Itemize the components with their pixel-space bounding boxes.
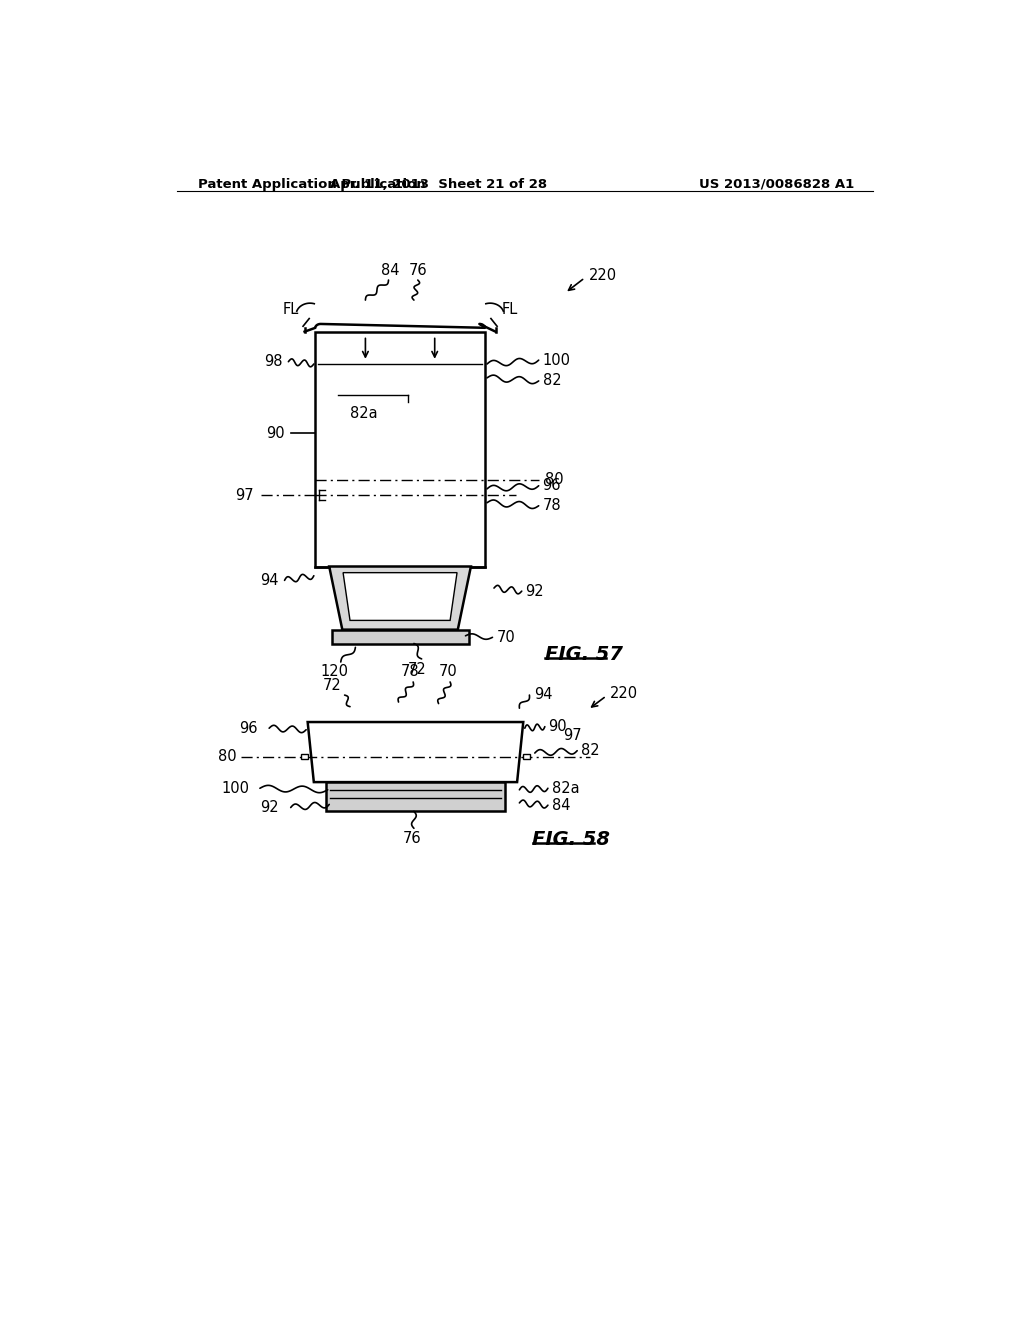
Polygon shape bbox=[343, 573, 457, 620]
Text: 96: 96 bbox=[543, 478, 561, 494]
Bar bbox=[301, 754, 307, 759]
Text: 82a: 82a bbox=[350, 405, 378, 421]
Text: 80: 80 bbox=[545, 473, 563, 487]
Text: 100: 100 bbox=[543, 352, 570, 368]
Text: 92: 92 bbox=[260, 800, 280, 814]
Text: 94: 94 bbox=[535, 686, 553, 702]
Text: 100: 100 bbox=[222, 780, 250, 796]
Text: 98: 98 bbox=[264, 354, 283, 370]
Text: Apr. 11, 2013  Sheet 21 of 28: Apr. 11, 2013 Sheet 21 of 28 bbox=[330, 178, 547, 190]
Text: 84: 84 bbox=[381, 263, 399, 277]
Text: 72: 72 bbox=[323, 677, 342, 693]
Polygon shape bbox=[326, 781, 505, 812]
Text: 84: 84 bbox=[552, 797, 570, 813]
Text: FL: FL bbox=[502, 302, 518, 317]
Text: US 2013/0086828 A1: US 2013/0086828 A1 bbox=[699, 178, 854, 190]
Text: 78: 78 bbox=[400, 664, 420, 678]
Text: 72: 72 bbox=[408, 663, 426, 677]
Polygon shape bbox=[330, 566, 471, 630]
Text: 97: 97 bbox=[563, 727, 582, 743]
Text: 90: 90 bbox=[266, 426, 285, 441]
Text: 70: 70 bbox=[439, 664, 458, 678]
Text: 80: 80 bbox=[218, 750, 237, 764]
Text: 78: 78 bbox=[543, 498, 561, 513]
Polygon shape bbox=[332, 630, 469, 644]
Text: 97: 97 bbox=[236, 487, 254, 503]
Polygon shape bbox=[307, 722, 523, 781]
Text: 82: 82 bbox=[543, 374, 561, 388]
Text: 82a: 82a bbox=[552, 780, 580, 796]
Text: 76: 76 bbox=[409, 263, 427, 277]
Text: 82: 82 bbox=[581, 743, 600, 758]
Text: 220: 220 bbox=[609, 686, 638, 701]
Text: 96: 96 bbox=[240, 721, 258, 735]
Bar bbox=[523, 754, 530, 759]
Text: 76: 76 bbox=[402, 832, 421, 846]
Text: FIG. 57: FIG. 57 bbox=[545, 645, 623, 664]
Text: Patent Application Publication: Patent Application Publication bbox=[199, 178, 426, 190]
Text: 92: 92 bbox=[525, 583, 544, 599]
Text: 220: 220 bbox=[589, 268, 616, 282]
Text: FIG. 58: FIG. 58 bbox=[532, 830, 610, 849]
Text: FL: FL bbox=[283, 302, 298, 317]
Text: 94: 94 bbox=[260, 573, 279, 587]
Text: 70: 70 bbox=[497, 630, 515, 645]
Polygon shape bbox=[315, 331, 484, 566]
Text: 120: 120 bbox=[321, 664, 348, 678]
Text: 90: 90 bbox=[548, 719, 566, 734]
